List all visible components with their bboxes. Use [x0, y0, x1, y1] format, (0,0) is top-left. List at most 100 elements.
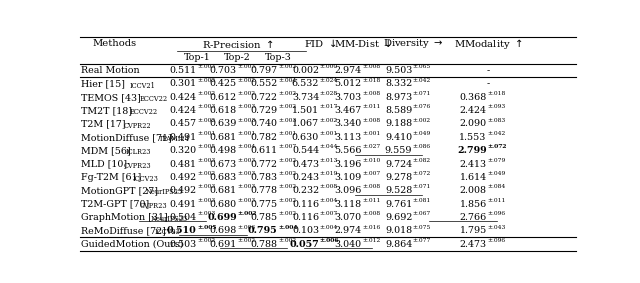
Text: 0.673: 0.673	[209, 160, 237, 168]
Text: 3.118: 3.118	[335, 200, 362, 209]
Text: ±.072: ±.072	[413, 171, 431, 176]
Text: 2.008: 2.008	[460, 186, 486, 195]
Text: 0.681: 0.681	[210, 133, 237, 142]
Text: ±.072: ±.072	[487, 144, 507, 149]
Text: 1.553: 1.553	[460, 133, 486, 142]
Text: ±.002: ±.002	[237, 91, 255, 96]
Text: Methods: Methods	[93, 39, 137, 48]
Text: 0.778: 0.778	[250, 186, 277, 195]
Text: ±.002: ±.002	[237, 238, 255, 243]
Text: ±.084: ±.084	[487, 185, 506, 190]
Text: 0.788: 0.788	[250, 240, 277, 248]
Text: 2.090: 2.090	[460, 119, 486, 128]
Text: 1.614: 1.614	[460, 173, 486, 182]
Text: ±.002: ±.002	[278, 198, 296, 203]
Text: MotionDiffuse [71]: MotionDiffuse [71]	[81, 133, 172, 142]
Text: 5.012: 5.012	[335, 80, 362, 89]
Text: ±.028: ±.028	[319, 91, 338, 96]
Text: ±.003: ±.003	[237, 64, 255, 69]
Text: ±.043: ±.043	[487, 224, 506, 230]
Text: 0.002: 0.002	[292, 66, 319, 75]
Text: 0.611: 0.611	[250, 146, 277, 155]
Text: FID $\downarrow$: FID $\downarrow$	[304, 38, 336, 50]
Text: ±.003: ±.003	[197, 158, 215, 163]
Text: 0.782: 0.782	[250, 133, 277, 142]
Text: Top-2: Top-2	[225, 53, 251, 62]
Text: 0.424: 0.424	[170, 93, 196, 102]
Text: TEMOS [43]: TEMOS [43]	[81, 93, 141, 102]
Text: 3.703: 3.703	[335, 93, 362, 102]
Text: Fg-T2M [61]: Fg-T2M [61]	[81, 173, 141, 182]
Text: 0.618: 0.618	[210, 106, 237, 115]
Text: ±.002: ±.002	[413, 118, 431, 123]
Text: 0.740: 0.740	[250, 119, 277, 128]
Text: ±.011: ±.011	[362, 104, 381, 110]
Text: 3.340: 3.340	[335, 119, 362, 128]
Text: ±.018: ±.018	[487, 91, 506, 96]
Text: 1.795: 1.795	[460, 226, 486, 235]
Text: ±.096: ±.096	[487, 211, 506, 216]
Text: ±.044: ±.044	[319, 144, 338, 149]
Text: 2.473: 2.473	[460, 240, 486, 248]
Text: -: -	[486, 66, 490, 75]
Text: ±.002: ±.002	[278, 171, 296, 176]
Text: 2.974: 2.974	[335, 66, 362, 75]
Text: ±.000: ±.000	[319, 64, 338, 69]
Text: 2.974: 2.974	[335, 226, 362, 235]
Text: 2.413: 2.413	[460, 160, 486, 168]
Text: ±.003: ±.003	[197, 211, 215, 216]
Text: ±.071: ±.071	[413, 185, 431, 190]
Text: 9.559: 9.559	[385, 146, 412, 155]
Text: MDM [56]: MDM [56]	[81, 146, 131, 155]
Text: ±.008: ±.008	[362, 185, 380, 190]
Text: NeurIPS23: NeurIPS23	[145, 188, 183, 196]
Text: ±.002: ±.002	[278, 158, 296, 163]
Text: ±.010: ±.010	[362, 158, 380, 163]
Text: 0.680: 0.680	[210, 200, 237, 209]
Text: 0.552: 0.552	[250, 80, 277, 89]
Text: ±.013: ±.013	[319, 158, 338, 163]
Text: 3.113: 3.113	[335, 133, 362, 142]
Text: 0.116: 0.116	[292, 200, 319, 209]
Text: 0.681: 0.681	[210, 186, 237, 195]
Text: ±.042: ±.042	[413, 78, 431, 83]
Text: ±.008: ±.008	[362, 64, 380, 69]
Text: CVPR23: CVPR23	[123, 162, 151, 170]
Text: ±.007: ±.007	[278, 144, 296, 149]
Text: 3.467: 3.467	[335, 106, 362, 115]
Text: 0.544: 0.544	[292, 146, 319, 155]
Text: ±.011: ±.011	[487, 198, 506, 203]
Text: 0.797: 0.797	[250, 66, 277, 75]
Text: ±.017: ±.017	[319, 104, 338, 110]
Text: ±.024: ±.024	[319, 78, 338, 83]
Text: ±.003: ±.003	[197, 104, 215, 110]
Text: ±.086: ±.086	[413, 144, 431, 149]
Text: CVPR22: CVPR22	[123, 122, 151, 130]
Text: ±.075: ±.075	[413, 224, 431, 230]
Text: 0.491: 0.491	[170, 200, 196, 209]
Text: ±.077: ±.077	[413, 238, 431, 243]
Text: ±.004: ±.004	[319, 198, 338, 203]
Text: ±.001: ±.001	[319, 131, 338, 136]
Text: 9.278: 9.278	[385, 173, 412, 182]
Text: MLD [10]: MLD [10]	[81, 160, 127, 168]
Text: ±.027: ±.027	[362, 144, 380, 149]
Text: ±.049: ±.049	[487, 171, 506, 176]
Text: 0.425: 0.425	[210, 80, 237, 89]
Text: ±.071: ±.071	[413, 91, 431, 96]
Text: 9.188: 9.188	[385, 119, 412, 128]
Text: 0.481: 0.481	[170, 160, 196, 168]
Text: ±.001: ±.001	[362, 131, 380, 136]
Text: ±.001: ±.001	[237, 131, 255, 136]
Text: TPAMI24: TPAMI24	[159, 135, 190, 143]
Text: ±.008: ±.008	[362, 91, 380, 96]
Text: 9.692: 9.692	[385, 213, 412, 222]
Text: 3.070: 3.070	[335, 213, 362, 222]
Text: Hier [15]: Hier [15]	[81, 80, 125, 89]
Text: 0.243: 0.243	[292, 173, 319, 182]
Text: NeurIPS23: NeurIPS23	[150, 215, 188, 223]
Text: ±.002: ±.002	[278, 211, 296, 216]
Text: MModality $\uparrow$: MModality $\uparrow$	[454, 37, 522, 51]
Text: ±.002: ±.002	[278, 238, 296, 243]
Text: 9.528: 9.528	[385, 186, 412, 195]
